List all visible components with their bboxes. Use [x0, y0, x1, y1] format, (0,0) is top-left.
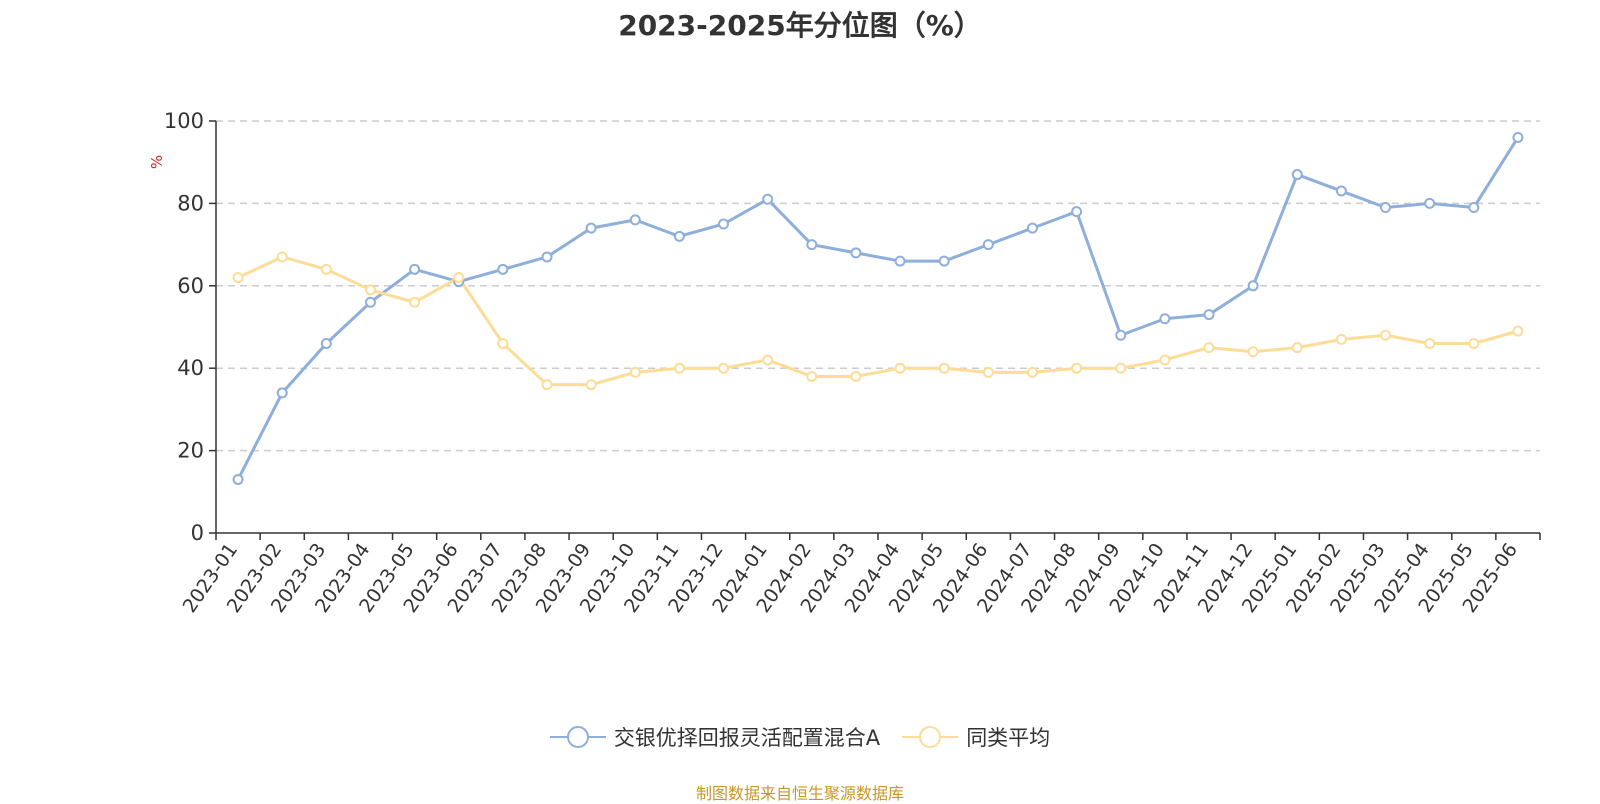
y-tick-label: 40: [177, 356, 204, 380]
data-point-series-1: [806, 370, 818, 382]
data-point-series-0: [1071, 206, 1083, 218]
data-point-series-0: [1335, 185, 1347, 197]
data-point-series-1: [629, 366, 641, 378]
data-point-series-1: [894, 362, 906, 374]
data-point-series-0: [1159, 313, 1171, 325]
data-point-series-0: [232, 473, 244, 485]
data-point-series-1: [1115, 362, 1127, 374]
y-tick-label: 80: [177, 191, 204, 215]
y-tick-label: 60: [177, 274, 204, 298]
data-point-series-0: [938, 255, 950, 267]
legend-swatch-fund-icon: [549, 726, 606, 748]
data-point-series-1: [541, 379, 553, 391]
data-point-series-0: [673, 230, 685, 242]
data-point-series-0: [497, 263, 509, 275]
data-point-series-1: [982, 366, 994, 378]
y-tick-label: 100: [164, 109, 204, 133]
legend-item-average[interactable]: 同类平均: [902, 722, 1050, 752]
data-point-series-0: [894, 255, 906, 267]
data-point-series-1: [1026, 366, 1038, 378]
data-point-series-1: [762, 354, 774, 366]
data-point-series-0: [1026, 222, 1038, 234]
data-point-series-0: [718, 218, 730, 230]
data-point-series-1: [409, 296, 421, 308]
data-point-series-0: [364, 296, 376, 308]
data-point-series-0: [629, 214, 641, 226]
data-point-series-1: [585, 379, 597, 391]
data-point-series-1: [673, 362, 685, 374]
data-point-series-1: [1424, 337, 1436, 349]
data-point-series-0: [1512, 131, 1524, 143]
legend-swatch-average-icon: [902, 726, 959, 748]
data-point-series-0: [982, 239, 994, 251]
data-point-series-1: [1247, 346, 1259, 358]
series-line-0: [236, 135, 1520, 481]
data-point-series-1: [497, 337, 509, 349]
data-point-series-1: [232, 272, 244, 284]
data-point-series-0: [1115, 329, 1127, 341]
data-point-series-1: [320, 263, 332, 275]
data-point-series-1: [1468, 337, 1480, 349]
data-point-series-0: [1468, 202, 1480, 214]
data-point-series-1: [850, 370, 862, 382]
y-tick-label: 20: [177, 439, 204, 463]
data-point-series-1: [1335, 333, 1347, 345]
legend: 交银优择回报灵活配置混合A 同类平均: [0, 722, 1600, 752]
data-point-series-0: [1247, 280, 1259, 292]
y-axis-unit-label: %: [148, 155, 166, 169]
data-point-series-1: [938, 362, 950, 374]
data-point-series-1: [276, 251, 288, 263]
data-point-series-1: [364, 284, 376, 296]
data-point-series-0: [762, 193, 774, 205]
y-tick-label: 0: [191, 521, 204, 545]
data-point-series-1: [1291, 342, 1303, 354]
data-point-series-0: [1203, 309, 1215, 321]
legend-item-fund[interactable]: 交银优择回报灵活配置混合A: [549, 722, 881, 752]
data-point-series-0: [276, 387, 288, 399]
data-point-series-1: [718, 362, 730, 374]
data-point-series-0: [409, 263, 421, 275]
data-point-series-0: [320, 337, 332, 349]
data-point-series-0: [806, 239, 818, 251]
chart-title: 2023-2025年分位图（%）: [618, 9, 982, 42]
series-line-1: [236, 255, 1520, 387]
data-point-series-0: [850, 247, 862, 259]
legend-label-average: 同类平均: [966, 726, 1051, 750]
data-point-series-1: [1380, 329, 1392, 341]
source-note: 制图数据来自恒生聚源数据库: [695, 784, 904, 803]
legend-label-fund: 交银优择回报灵活配置混合A: [613, 726, 881, 750]
data-point-series-0: [585, 222, 597, 234]
data-point-series-0: [1291, 169, 1303, 181]
data-point-series-1: [1159, 354, 1171, 366]
data-point-series-1: [1071, 362, 1083, 374]
data-point-series-0: [541, 251, 553, 263]
data-point-series-1: [1512, 325, 1524, 337]
data-point-series-0: [1424, 197, 1436, 209]
data-point-series-1: [453, 272, 465, 284]
data-point-series-0: [1380, 202, 1392, 214]
data-point-series-1: [1203, 342, 1215, 354]
